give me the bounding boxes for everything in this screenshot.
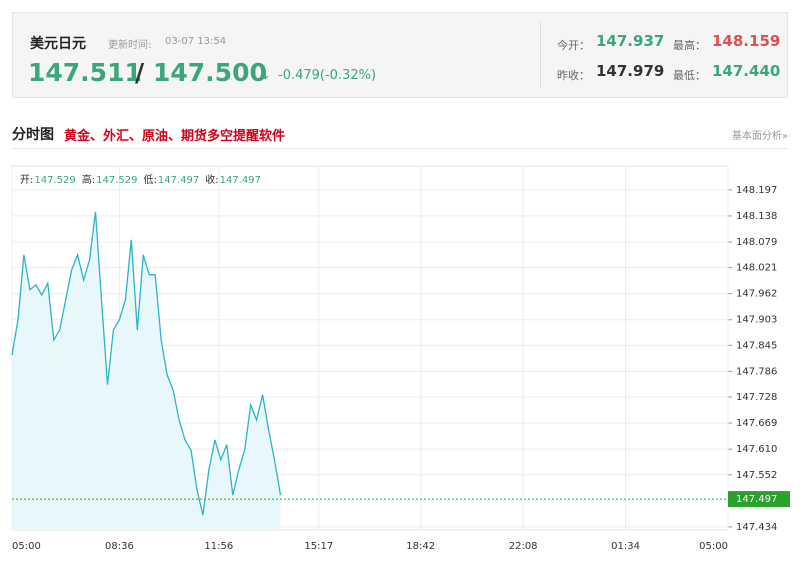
divider [540,22,541,88]
low-label: 最低： [673,69,706,82]
low: 147.440 [712,62,781,80]
y-tick-label: 147.552 [736,470,777,481]
y-tick-label: 147.728 [736,392,777,403]
y-tick-label: 147.434 [736,522,777,533]
y-tick-label: 147.669 [736,418,777,429]
prev: 147.979 [596,62,665,80]
last-price-label: 147.497 [736,494,777,505]
ohlc-label: 高: [82,173,95,186]
y-tick-label: 147.786 [736,366,777,377]
change: -0.479(-0.32%) [278,68,377,83]
section-title: 分时图 [12,127,54,143]
ohlc-label: 收: [205,173,218,186]
arrow: ↓ [260,68,271,83]
open-label: 今开： [557,39,590,52]
prev-label: 昨收： [557,69,590,82]
y-tick-label: 148.138 [736,211,777,222]
high-label: 最高： [673,39,706,52]
high: 148.159 [712,32,781,50]
x-tick-label: 05:00 [699,541,728,552]
analysis-link[interactable]: 基本面分析» [731,131,788,142]
ohlc-label: 低: [143,173,156,186]
x-tick-label: 18:42 [406,541,435,552]
ohlc-value: 147.529 [96,175,137,186]
x-tick-label: 15:17 [304,541,333,552]
price: 147.511 [28,58,142,87]
last-price-box [728,491,790,508]
update-time: 03-07 13:54 [165,36,227,47]
ohlc-value: 147.497 [158,175,199,186]
ohlc-value: 147.497 [220,175,261,186]
y-tick-label: 148.197 [736,185,777,196]
x-tick-label: 08:36 [105,541,134,552]
open: 147.937 [596,32,665,50]
price-separator: / [135,58,145,87]
quote-title: 美元日元 [30,36,86,52]
y-tick-label: 147.845 [736,340,777,351]
x-tick-label: 22:08 [509,541,538,552]
ohlc-label: 开: [20,175,33,186]
x-tick-label: 05:00 [12,541,41,552]
y-tick-label: 147.962 [736,289,777,300]
section-rule [12,148,788,149]
quote-box [12,12,788,98]
promo-link[interactable]: 黄金、外汇、原油、期货多空提醒软件 [64,129,286,144]
y-tick-label: 148.021 [736,263,777,274]
price-line [11,211,282,516]
x-tick-label: 01:34 [611,541,640,552]
x-tick-label: 11:56 [204,541,233,552]
y-tick-label: 148.079 [736,237,777,248]
update-label: 更新时间: [108,40,152,51]
price2: 147.500 [153,58,267,87]
y-tick-label: 147.610 [736,444,777,455]
y-tick-label: 147.903 [736,315,777,326]
ohlc-value: 147.529 [34,175,75,186]
